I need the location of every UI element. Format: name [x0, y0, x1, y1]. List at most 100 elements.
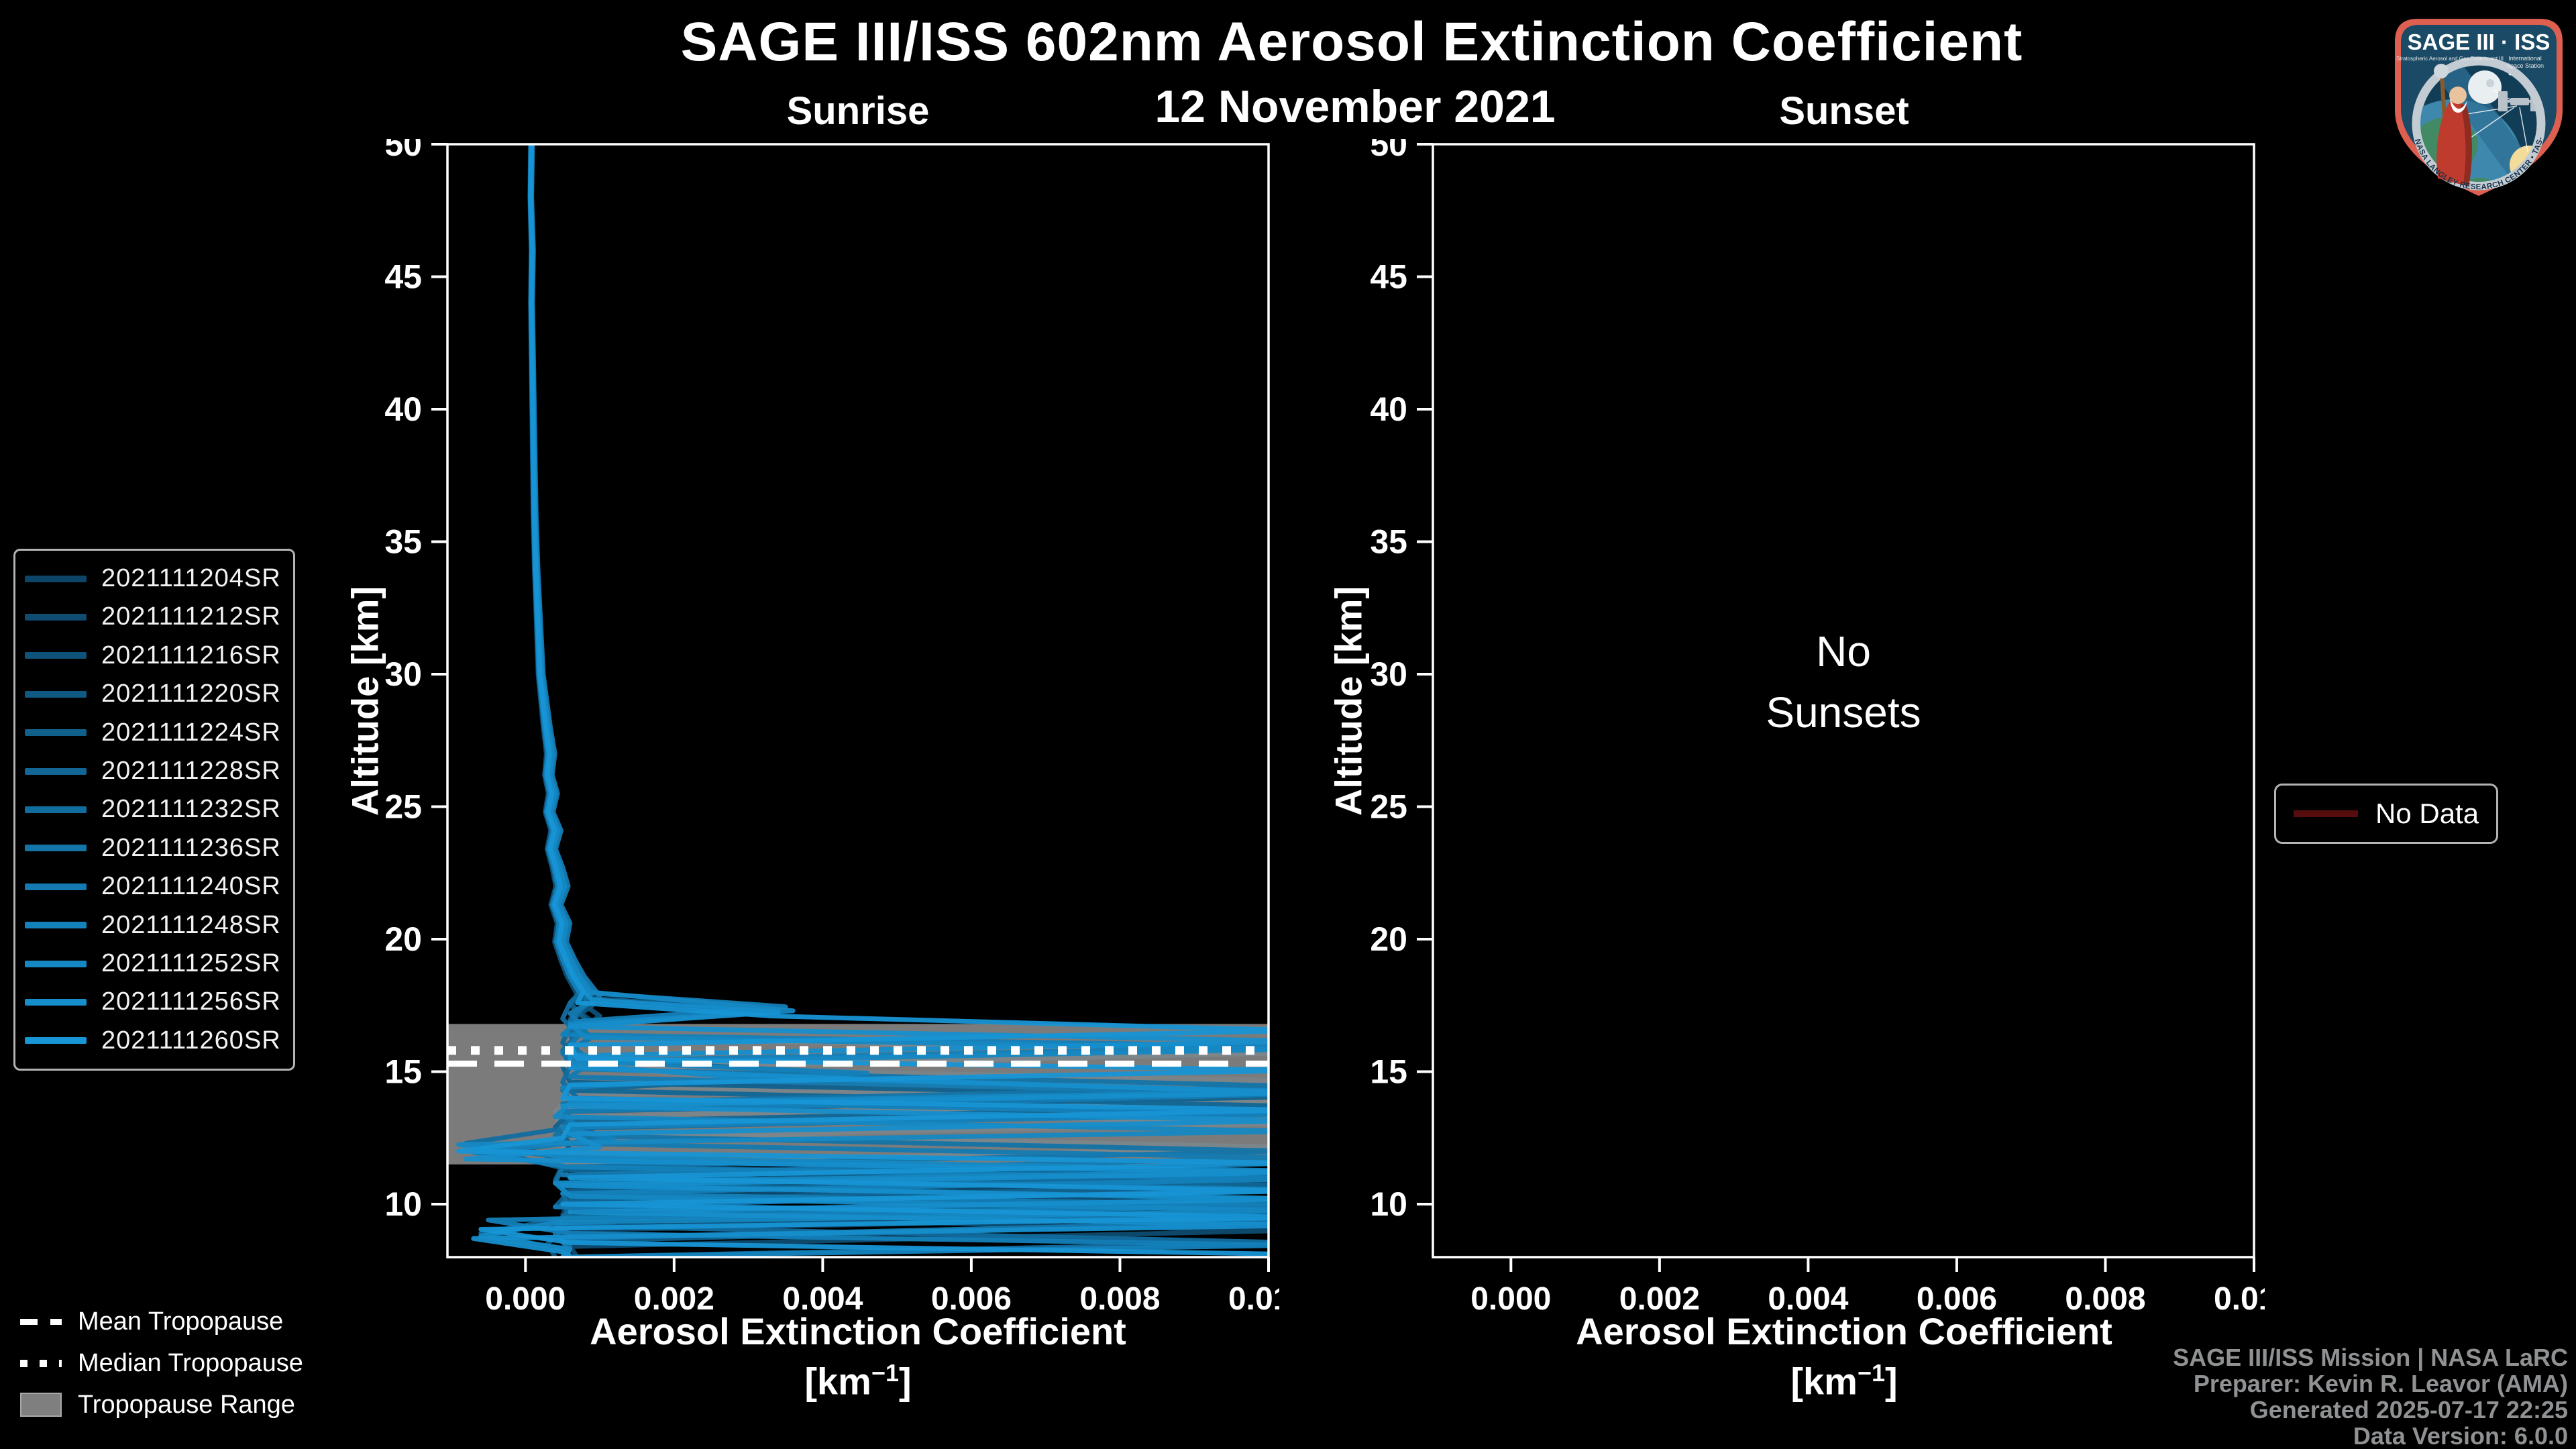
- mean-tropopause-label: Mean Tropopause: [78, 1307, 284, 1336]
- series-line-swatch: [25, 998, 87, 1006]
- svg-text:15: 15: [1370, 1053, 1407, 1091]
- svg-text:10: 10: [1370, 1185, 1407, 1223]
- series-label: 2021111224SR: [101, 718, 281, 747]
- robe: [2436, 101, 2472, 186]
- sunrise-yaxis-label: Altitude [km]: [343, 586, 386, 816]
- event-legend: 2021111204SR 2021111212SR 2021111216SR 2…: [13, 549, 295, 1071]
- svg-text:0.002: 0.002: [634, 1281, 714, 1317]
- svg-text:0.004: 0.004: [782, 1281, 863, 1317]
- svg-text:0.004: 0.004: [1768, 1281, 1848, 1317]
- footer-generated: Generated 2025-07-17 22:25: [2249, 1396, 2568, 1424]
- legend-item: 2021111236SR: [25, 834, 282, 863]
- series-line-swatch: [25, 613, 87, 621]
- logo-subtitle-right-1: International: [2508, 55, 2542, 62]
- legend-item: 2021111232SR: [25, 795, 282, 824]
- logo-subtitle-left: Stratospheric Aerosol and Gas Experiment…: [2396, 56, 2504, 62]
- moon-crater: [2486, 79, 2494, 87]
- legend-item: 2021111256SR: [25, 987, 282, 1016]
- svg-text:No: No: [1816, 627, 1871, 676]
- svg-text:35: 35: [1370, 523, 1407, 561]
- series-label: 2021111252SR: [101, 949, 281, 978]
- svg-text:45: 45: [1370, 258, 1407, 296]
- sunrise-xaxis-label: Aerosol Extinction Coefficient: [590, 1310, 1126, 1352]
- svg-text:10: 10: [384, 1185, 422, 1223]
- median-tropopause-line-swatch: [20, 1359, 62, 1367]
- staff-orb: [2434, 64, 2449, 78]
- series-line-swatch: [25, 806, 87, 813]
- sunrise-panel-title: Sunrise: [786, 89, 930, 133]
- legend-item: 2021111212SR: [25, 602, 282, 631]
- series-line-swatch: [25, 575, 87, 582]
- series-label: 2021111232SR: [101, 795, 281, 824]
- no-data-legend: No Data: [2274, 784, 2499, 844]
- series-line-swatch: [25, 960, 87, 967]
- legend-item: 2021111224SR: [25, 718, 282, 747]
- logo-subtitle-right-2: Space Station: [2506, 62, 2544, 69]
- svg-text:20: 20: [384, 920, 422, 958]
- series-label: 2021111204SR: [101, 564, 281, 592]
- series-line-swatch: [25, 690, 87, 698]
- legend-item: 2021111204SR: [25, 564, 282, 593]
- head: [2449, 87, 2467, 104]
- series-label: 2021111220SR: [101, 680, 281, 708]
- footer-preparer: Preparer: Kevin R. Leavor (AMA): [2193, 1370, 2568, 1397]
- legend-item: Mean Tropopause: [20, 1307, 303, 1336]
- series-label: 2021111260SR: [101, 1026, 281, 1055]
- median-tropopause-label: Median Tropopause: [78, 1348, 303, 1377]
- mean-tropopause-line-swatch: [20, 1318, 62, 1325]
- sunset-panel-title: Sunset: [1779, 89, 1909, 133]
- legend-item: 2021111228SR: [25, 757, 282, 786]
- legend-item: 2021111220SR: [25, 680, 282, 708]
- sunset-xaxis-unit: [km−1]: [1790, 1359, 1898, 1403]
- no-data-line-swatch: [2294, 810, 2358, 817]
- svg-text:15: 15: [384, 1053, 422, 1091]
- series-line-swatch: [25, 922, 87, 929]
- legend-item: 2021111248SR: [25, 911, 282, 940]
- svg-text:50: 50: [1370, 139, 1407, 163]
- page-title: SAGE III/ISS 602nm Aerosol Extinction Co…: [680, 11, 2023, 72]
- tropopause-range-swatch: [20, 1393, 62, 1417]
- sage-figure: [2434, 64, 2472, 186]
- sunset-plot: No Sunsets 0.000 0.002 0.004 0.006 0.008 0.0 10 1…: [1370, 139, 2265, 1317]
- footer-credits: SAGE III/ISS Mission | NASA LaRC Prepare…: [2173, 1344, 2568, 1449]
- svg-text:40: 40: [384, 390, 422, 428]
- logo-title: SAGE III · ISS: [2408, 30, 2551, 54]
- legend-item: 2021111216SR: [25, 641, 282, 670]
- sage-iii-iss-mission-patch: SAGE III · ISS Stratospheric Aerosol and…: [2385, 9, 2563, 196]
- svg-text:0.008: 0.008: [1079, 1281, 1160, 1317]
- svg-text:25: 25: [384, 788, 422, 826]
- sunset-yaxis-label: Altitude [km]: [1327, 586, 1370, 816]
- svg-text:0.010: 0.010: [2214, 1281, 2265, 1317]
- series-line-swatch: [25, 767, 87, 775]
- series-line-swatch: [25, 729, 87, 737]
- svg-text:30: 30: [1370, 655, 1407, 693]
- svg-text:0.006: 0.006: [1917, 1281, 1997, 1317]
- svg-text:0.000: 0.000: [485, 1281, 566, 1317]
- svg-text:0.000: 0.000: [1470, 1281, 1551, 1317]
- series-line-swatch: [25, 1037, 87, 1044]
- robe-shade: [2461, 105, 2472, 186]
- svg-text:0.010: 0.010: [1228, 1281, 1279, 1317]
- svg-text:30: 30: [384, 655, 422, 693]
- svg-text:0.002: 0.002: [1619, 1281, 1700, 1317]
- svg-text:40: 40: [1370, 390, 1407, 428]
- legend-item: Median Tropopause: [20, 1348, 303, 1378]
- no-data-label: No Data: [2375, 798, 2479, 829]
- series-label: 2021111216SR: [101, 641, 281, 669]
- legend-item: 2021111240SR: [25, 872, 282, 901]
- svg-text:50: 50: [384, 139, 422, 163]
- moon: [2468, 70, 2502, 104]
- svg-text:0.008: 0.008: [2065, 1281, 2145, 1317]
- date-subtitle: 12 November 2021: [1155, 81, 1556, 132]
- series-label: 2021111228SR: [101, 757, 281, 786]
- legend-item: 2021111260SR: [25, 1026, 282, 1055]
- series-line-swatch: [25, 845, 87, 852]
- beard: [2450, 98, 2467, 113]
- series-label: 2021111236SR: [101, 833, 281, 862]
- sunrise-xaxis-unit: [km−1]: [804, 1359, 912, 1403]
- series-label: 2021111256SR: [101, 987, 281, 1016]
- footer-data-version: Data Version: 6.0.0: [2353, 1422, 2568, 1449]
- series-label: 2021111248SR: [101, 910, 281, 939]
- footer-mission: SAGE III/ISS Mission | NASA LaRC: [2173, 1344, 2568, 1371]
- svg-text:35: 35: [384, 523, 422, 561]
